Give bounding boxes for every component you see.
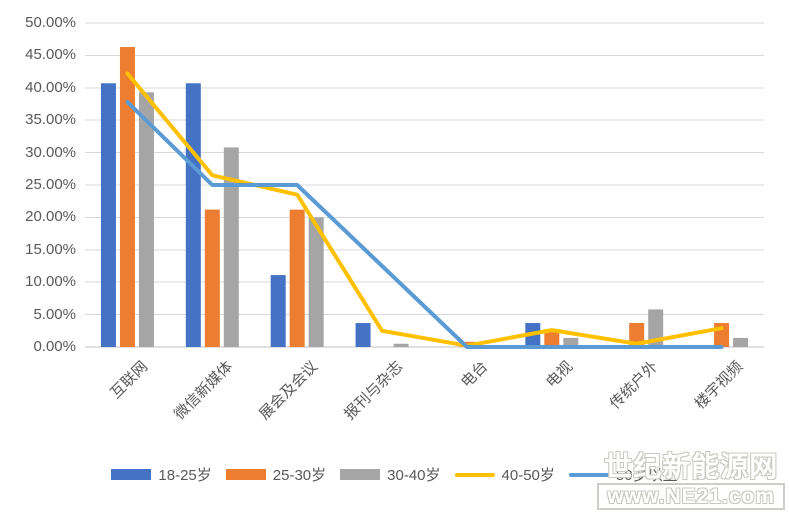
legend-swatch-icon	[111, 469, 152, 480]
bar-18-25岁-微信新媒体	[185, 83, 201, 347]
bar-18-25岁-报刊与杂志	[355, 323, 371, 347]
legend-item-25-30岁: 25-30岁	[225, 464, 327, 485]
bar-30-40岁-互联网	[138, 92, 154, 347]
legend-swatch-icon	[225, 469, 266, 480]
watermark-site-name: 世纪新能源网	[604, 450, 779, 482]
legend-swatch-icon	[454, 472, 495, 477]
bar-18-25岁-展会及会议	[270, 275, 286, 347]
y-tick-label: 0.00%	[33, 338, 76, 355]
y-tick-label: 5.00%	[33, 305, 76, 323]
y-tick-label: 15.00%	[25, 240, 76, 258]
y-tick-label: 45.00%	[25, 46, 76, 64]
bar-25-30岁-传统户外	[629, 323, 645, 347]
y-tick-label: 35.00%	[25, 111, 76, 129]
bar-30-40岁-展会及会议	[308, 217, 324, 347]
bar-30-40岁-报刊与杂志	[393, 343, 409, 347]
legend-item-30-40岁: 30-40岁	[340, 464, 441, 485]
bar-30-40岁-电视	[563, 337, 579, 347]
bar-25-30岁-电视	[544, 330, 560, 347]
plot-area	[85, 22, 764, 349]
legend-swatch-icon	[340, 469, 381, 480]
y-tick-label: 25.00%	[25, 176, 76, 193]
legend-label: 18-25岁	[158, 467, 212, 484]
legend-label: 40-50岁	[501, 467, 555, 484]
legend-swatch-icon	[568, 472, 609, 477]
legend-label: 30-40岁	[387, 467, 441, 484]
y-tick-label: 50.00%	[25, 14, 76, 31]
legend-item-40-50岁: 40-50岁	[454, 464, 555, 485]
y-tick-label: 10.00%	[25, 273, 76, 291]
line-series-40-50岁	[125, 71, 724, 348]
bar-30-40岁-微信新媒体	[223, 147, 239, 347]
legend-item-18-25岁: 18-25岁	[111, 464, 212, 485]
watermark-url: www.NE21.com	[597, 482, 785, 510]
watermark: 世纪新能源网 www.NE21.com	[597, 451, 785, 510]
legend: 18-25岁 25-30岁 30-40岁 40-50岁 50岁以上	[0, 464, 789, 485]
y-tick-label: 20.00%	[25, 208, 76, 226]
legend-item-50岁以上: 50岁以上	[568, 464, 678, 485]
y-tick-label: 30.00%	[25, 143, 76, 161]
bar-25-30岁-展会及会议	[289, 209, 305, 347]
legend-label: 25-30岁	[272, 467, 327, 484]
y-tick-label: 40.00%	[25, 78, 76, 96]
bar-25-30岁-互联网	[119, 46, 135, 347]
bar-25-30岁-微信新媒体	[204, 209, 220, 347]
legend-label: 50岁以上	[615, 467, 678, 484]
bar-30-40岁-楼宇视频	[733, 337, 749, 347]
line-series-50岁以上	[125, 100, 724, 349]
bar-18-25岁-互联网	[100, 83, 116, 347]
